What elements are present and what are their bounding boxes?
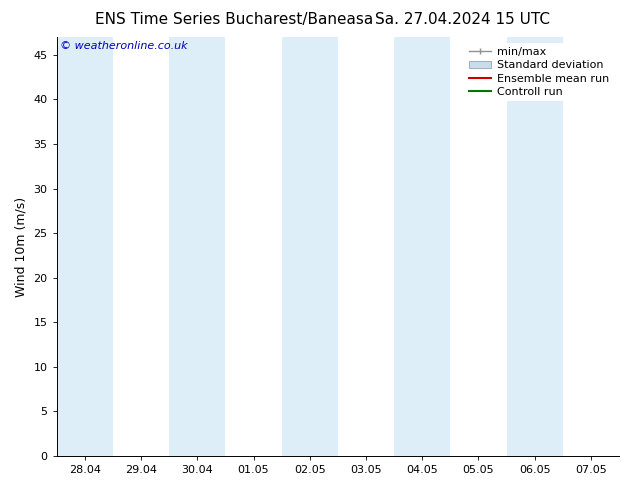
- Bar: [394, 37, 450, 456]
- Y-axis label: Wind 10m (m/s): Wind 10m (m/s): [15, 196, 28, 296]
- Bar: [507, 37, 563, 456]
- Text: © weatheronline.co.uk: © weatheronline.co.uk: [60, 41, 187, 51]
- Legend: min/max, Standard deviation, Ensemble mean run, Controll run: min/max, Standard deviation, Ensemble me…: [465, 43, 614, 101]
- Bar: [169, 37, 226, 456]
- Bar: [281, 37, 338, 456]
- Text: ENS Time Series Bucharest/Baneasa: ENS Time Series Bucharest/Baneasa: [96, 12, 373, 27]
- Text: Sa. 27.04.2024 15 UTC: Sa. 27.04.2024 15 UTC: [375, 12, 550, 27]
- Bar: [56, 37, 113, 456]
